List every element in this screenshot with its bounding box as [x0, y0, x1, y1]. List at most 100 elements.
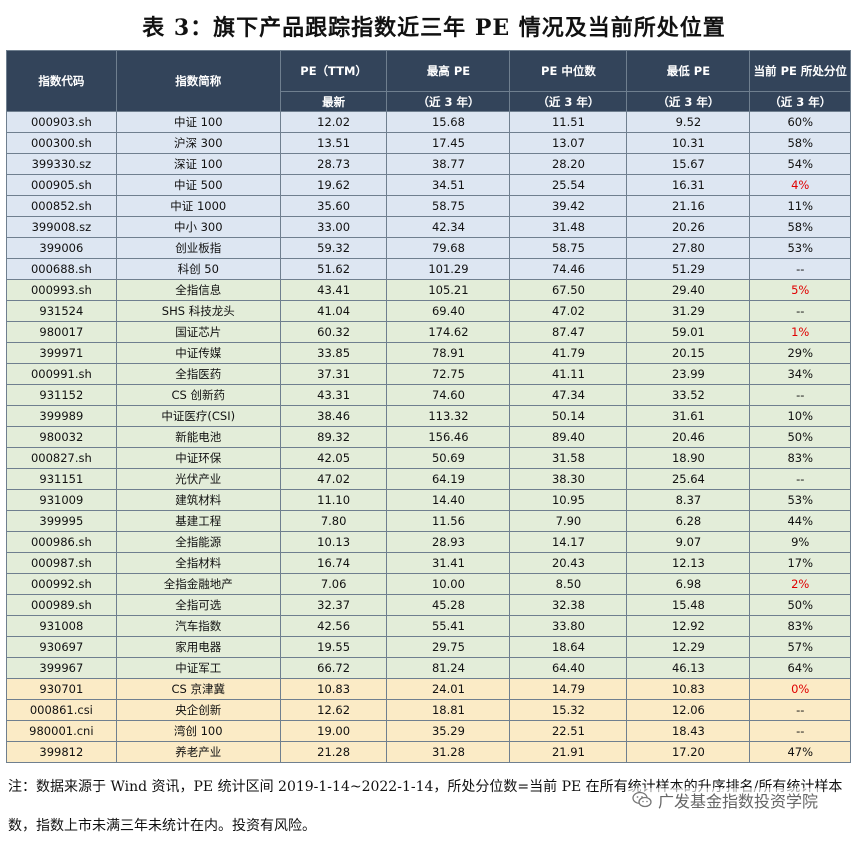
cell-index-code: 000903.sh	[6, 111, 117, 133]
table-row: 000989.sh 全指可选 32.37 45.28 32.38 15.48 50%	[6, 594, 851, 616]
cell-pe-latest: 43.41	[279, 279, 388, 301]
cell-low-pe: 31.29	[626, 300, 751, 322]
cell-low-pe: 16.31	[626, 174, 751, 196]
cell-pe-latest: 59.32	[279, 237, 388, 259]
cell-index-name: 全指信息	[115, 279, 281, 301]
header-index-code: 指数代码	[6, 50, 117, 112]
header-high-period: （近 3 年）	[386, 91, 511, 112]
cell-percentile: 50%	[749, 426, 851, 448]
cell-low-pe: 12.06	[626, 699, 751, 721]
cell-index-code: 399995	[6, 510, 117, 532]
cell-median-pe: 14.79	[509, 678, 628, 700]
cell-low-pe: 12.13	[626, 552, 751, 574]
cell-median-pe: 47.34	[509, 384, 628, 406]
cell-index-code: 931009	[6, 489, 117, 511]
cell-pe-latest: 60.32	[279, 321, 388, 343]
cell-percentile: --	[749, 384, 851, 406]
cell-median-pe: 14.17	[509, 531, 628, 553]
cell-pe-latest: 42.56	[279, 615, 388, 637]
cell-median-pe: 41.11	[509, 363, 628, 385]
cell-percentile: 11%	[749, 195, 851, 217]
cell-median-pe: 64.40	[509, 657, 628, 679]
cell-pe-latest: 89.32	[279, 426, 388, 448]
cell-low-pe: 15.48	[626, 594, 751, 616]
cell-index-code: 000852.sh	[6, 195, 117, 217]
cell-index-name: 光伏产业	[115, 468, 281, 490]
cell-low-pe: 17.20	[626, 741, 751, 763]
cell-percentile: --	[749, 300, 851, 322]
cell-low-pe: 6.28	[626, 510, 751, 532]
cell-median-pe: 41.79	[509, 342, 628, 364]
cell-high-pe: 105.21	[386, 279, 511, 301]
cell-low-pe: 59.01	[626, 321, 751, 343]
cell-index-code: 931152	[6, 384, 117, 406]
cell-median-pe: 10.95	[509, 489, 628, 511]
cell-low-pe: 15.67	[626, 153, 751, 175]
cell-percentile: 53%	[749, 489, 851, 511]
cell-index-code: 000987.sh	[6, 552, 117, 574]
cell-median-pe: 11.51	[509, 111, 628, 133]
header-high-pe: 最高 PE	[386, 50, 511, 92]
cell-percentile: 64%	[749, 657, 851, 679]
cell-index-code: 000991.sh	[6, 363, 117, 385]
cell-pe-latest: 41.04	[279, 300, 388, 322]
table-row: 399995 基建工程 7.80 11.56 7.90 6.28 44%	[6, 510, 851, 532]
cell-pe-latest: 47.02	[279, 468, 388, 490]
cell-pe-latest: 12.02	[279, 111, 388, 133]
cell-index-name: 汽车指数	[115, 615, 281, 637]
cell-high-pe: 78.91	[386, 342, 511, 364]
cell-index-name: CS 京津冀	[115, 678, 281, 700]
cell-index-name: 中证医疗(CSI)	[115, 405, 281, 427]
table-row: 931008 汽车指数 42.56 55.41 33.80 12.92 83%	[6, 615, 851, 637]
cell-index-name: 创业板指	[115, 237, 281, 259]
cell-pe-latest: 66.72	[279, 657, 388, 679]
cell-low-pe: 18.43	[626, 720, 751, 742]
header-pe-ttm: PE（TTM）	[279, 50, 388, 92]
cell-pe-latest: 43.31	[279, 384, 388, 406]
cell-index-code: 399330.sz	[6, 153, 117, 175]
table-title: 表 3：旗下产品跟踪指数近三年 PE 情况及当前所处位置	[142, 15, 726, 41]
cell-index-name: 国证芯片	[115, 321, 281, 343]
cell-pe-latest: 7.80	[279, 510, 388, 532]
cell-high-pe: 11.56	[386, 510, 511, 532]
cell-percentile: 2%	[749, 573, 851, 595]
cell-median-pe: 32.38	[509, 594, 628, 616]
cell-percentile: 53%	[749, 237, 851, 259]
cell-high-pe: 58.75	[386, 195, 511, 217]
cell-percentile: 34%	[749, 363, 851, 385]
cell-median-pe: 28.20	[509, 153, 628, 175]
cell-percentile: 9%	[749, 531, 851, 553]
cell-low-pe: 10.31	[626, 132, 751, 154]
wechat-icon	[632, 791, 652, 808]
table-row: 931524 SHS 科技龙头 41.04 69.40 47.02 31.29 --	[6, 300, 851, 322]
cell-high-pe: 81.24	[386, 657, 511, 679]
cell-percentile: --	[749, 720, 851, 742]
cell-percentile: 57%	[749, 636, 851, 658]
cell-high-pe: 72.75	[386, 363, 511, 385]
table-row: 000861.csi 央企创新 12.62 18.81 15.32 12.06 --	[6, 699, 851, 721]
cell-index-code: 931151	[6, 468, 117, 490]
watermark: 广发基金指数投资学院	[628, 788, 823, 812]
cell-index-name: 科创 50	[115, 258, 281, 280]
cell-high-pe: 74.60	[386, 384, 511, 406]
cell-median-pe: 18.64	[509, 636, 628, 658]
cell-index-code: 980017	[6, 321, 117, 343]
cell-index-name: 新能电池	[115, 426, 281, 448]
table-row: 399006 创业板指 59.32 79.68 58.75 27.80 53%	[6, 237, 851, 259]
cell-high-pe: 42.34	[386, 216, 511, 238]
cell-median-pe: 39.42	[509, 195, 628, 217]
cell-index-code: 980032	[6, 426, 117, 448]
table-row: 930697 家用电器 19.55 29.75 18.64 12.29 57%	[6, 636, 851, 658]
cell-index-name: CS 创新药	[115, 384, 281, 406]
cell-index-name: 中证军工	[115, 657, 281, 679]
cell-index-code: 000300.sh	[6, 132, 117, 154]
cell-low-pe: 27.80	[626, 237, 751, 259]
cell-index-name: 全指材料	[115, 552, 281, 574]
table-row: 930701 CS 京津冀 10.83 24.01 14.79 10.83 0%	[6, 678, 851, 700]
cell-percentile: 58%	[749, 216, 851, 238]
cell-pe-latest: 32.37	[279, 594, 388, 616]
cell-median-pe: 58.75	[509, 237, 628, 259]
header-median-period: （近 3 年）	[509, 91, 628, 112]
cell-percentile: 50%	[749, 594, 851, 616]
cell-index-name: 中证 100	[115, 111, 281, 133]
